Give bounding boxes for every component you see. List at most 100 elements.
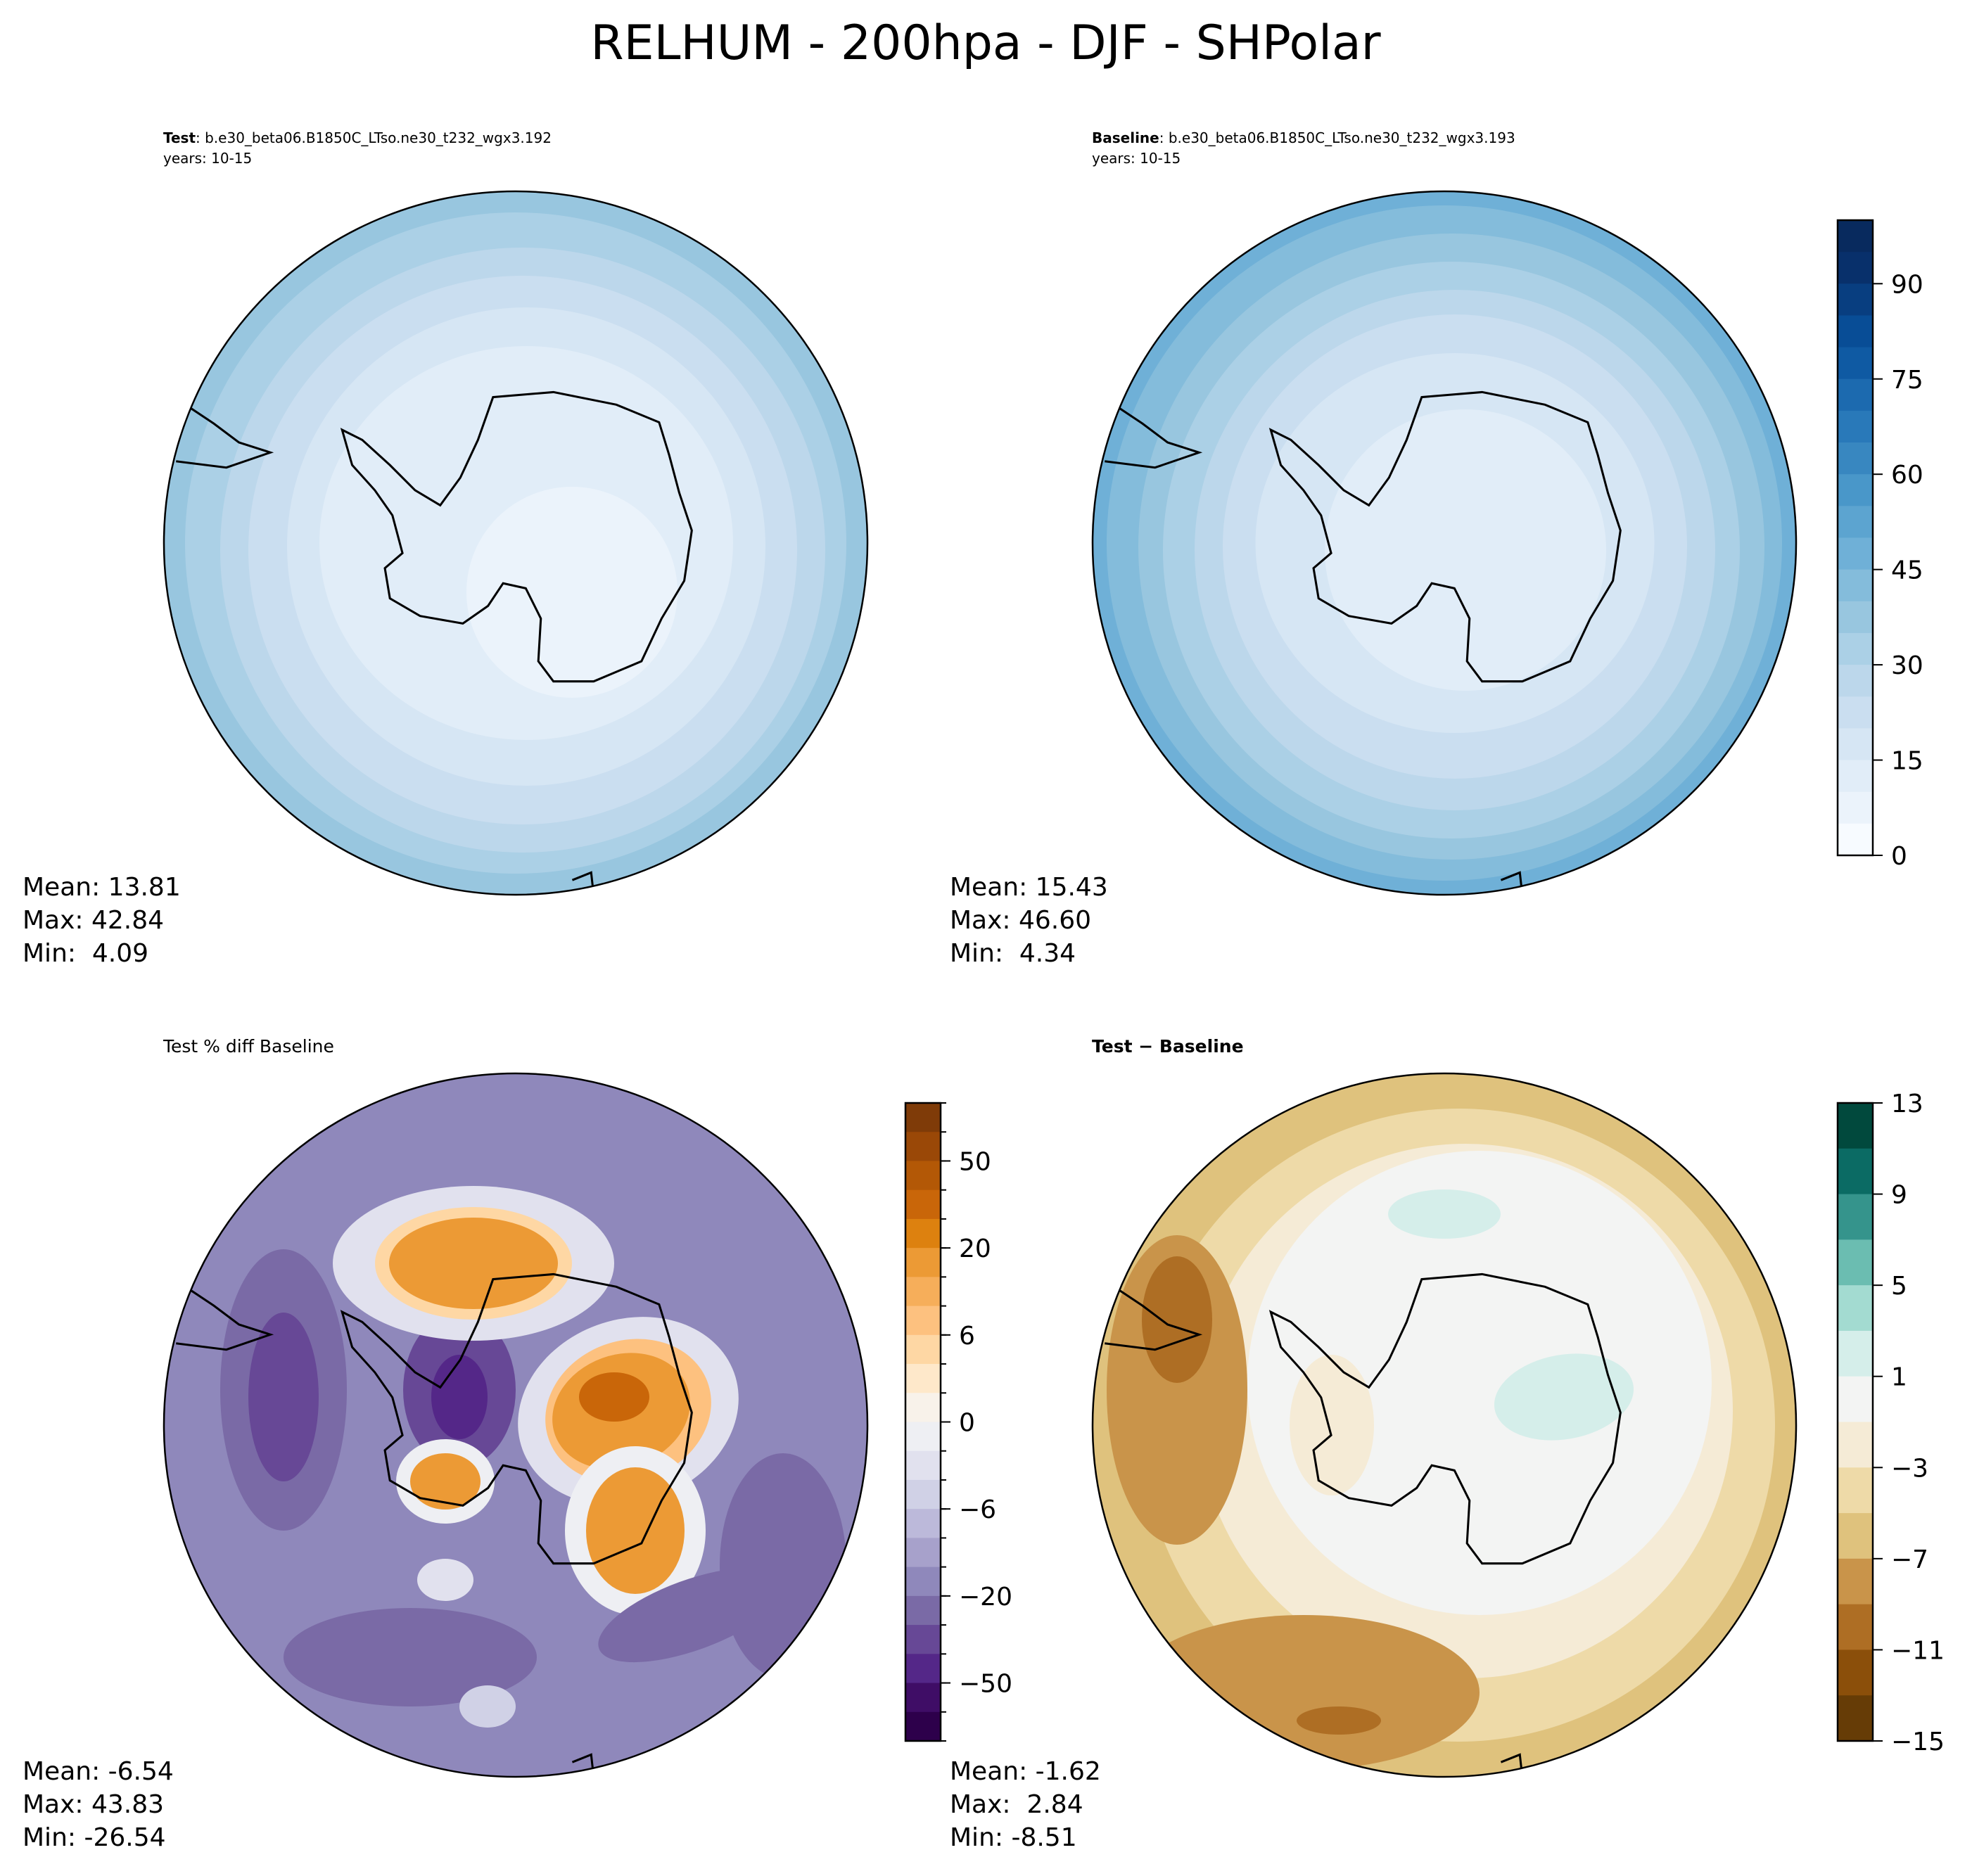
colorbar-bin [1838, 537, 1873, 570]
colorbar-bin [1838, 632, 1873, 665]
colorbar-bin [1838, 442, 1873, 475]
colorbar-bin [1838, 665, 1873, 697]
colorbar-pctdiff: 50 20 6 0 −6 −20 −50 [904, 1102, 1012, 1742]
contour-blob [248, 1313, 319, 1481]
colorbar-bin [1838, 791, 1873, 824]
colorbar-bin [905, 1189, 941, 1220]
colorbar-tick-label: 90 [1891, 270, 1923, 299]
colorbar-bin [1838, 760, 1873, 793]
contour-blob [417, 1559, 473, 1601]
baseline-years: years: 10-15 [1092, 150, 1181, 167]
colorbar-bin [905, 1654, 941, 1684]
colorbar-bin [1838, 283, 1873, 316]
colorbar-bin [905, 1248, 941, 1277]
colorbar-tick-label: 45 [1891, 556, 1923, 585]
map-panel-3 [1091, 1072, 1798, 1778]
contour-blob [1107, 1235, 1247, 1545]
colorbar-bin [905, 1450, 941, 1481]
colorbar-bin [905, 1306, 941, 1336]
colorbar-bin [1838, 1604, 1873, 1650]
colorbar-tick-label: 0 [959, 1409, 975, 1438]
pctdiff-label: Test % diff Baseline [163, 1036, 334, 1057]
diff-min: Min: -8.51 [950, 1823, 1077, 1852]
map-boundary [163, 1072, 869, 1778]
colorbar-tick-label: 20 [959, 1234, 991, 1263]
baseline-label: Baseline: b.e30_beta06.B1850C_LTso.ne30_… [1092, 129, 1515, 146]
colorbar-bin [1838, 1194, 1873, 1240]
colorbar-tick-label: 0 [1891, 842, 1907, 871]
test-max: Max: 42.84 [23, 906, 164, 935]
colorbar-relhum: 0 15 30 45 60 75 90 [1836, 219, 1923, 871]
colorbar-bin [905, 1509, 941, 1538]
colorbar-bin [905, 1595, 941, 1626]
colorbar-bin [905, 1683, 941, 1713]
colorbar-bin [905, 1566, 941, 1597]
test-label-case: : b.e30_beta06.B1850C_LTso.ne30_t232_wgx… [196, 129, 552, 146]
contour-level [1325, 409, 1606, 691]
colorbar-bin [1838, 1695, 1873, 1742]
contour-blob [389, 1218, 558, 1309]
baseline-min: Min: 4.34 [950, 939, 1076, 968]
colorbar-bin [905, 1334, 941, 1365]
map-panel-0 [163, 190, 869, 896]
colorbar-bin [905, 1711, 941, 1742]
colorbar-tick-label: −6 [959, 1495, 996, 1524]
contour-level [466, 487, 678, 698]
figure-title: RELHUM - 200hpa - DJF - SHPolar [590, 15, 1380, 71]
contour-blob [1247, 1151, 1712, 1615]
colorbar-tick-label: −20 [959, 1583, 1012, 1612]
colorbar-tick-label: −15 [1891, 1728, 1945, 1756]
test-years: years: 10-15 [163, 150, 252, 167]
colorbar-tick-label: 75 [1891, 366, 1923, 395]
colorbar-tick-label: 5 [1891, 1272, 1907, 1301]
colorbar-bin [905, 1161, 941, 1191]
colorbar-bin [1838, 1103, 1873, 1149]
colorbar-bin [1838, 569, 1873, 602]
diff-max: Max: 2.84 [950, 1790, 1083, 1819]
colorbar-bin [905, 1625, 941, 1654]
colorbar-tick-label: −7 [1891, 1545, 1928, 1574]
colorbar-bin [905, 1218, 941, 1249]
contour-blob [1297, 1706, 1381, 1735]
contour-blob [1290, 1355, 1374, 1495]
south-america-coastline [175, 397, 274, 469]
colorbar-bin [1838, 1422, 1873, 1468]
contour-blob [579, 1372, 649, 1422]
contour-field [1093, 191, 1796, 895]
colorbar-bin [905, 1364, 941, 1393]
colorbar-tick-label: 50 [959, 1147, 991, 1176]
colorbar-bin [1838, 823, 1873, 856]
colorbar-tick-label: 15 [1891, 747, 1923, 776]
contour-blob [459, 1685, 516, 1728]
colorbar-bin [1838, 506, 1873, 538]
contour-blob [284, 1608, 537, 1706]
pctdiff-mean: Mean: -6.54 [23, 1757, 174, 1786]
antarctica-coastline [1268, 1272, 1622, 1565]
map-boundary [1091, 1072, 1798, 1778]
colorbar-bin [1838, 410, 1873, 443]
pctdiff-min: Min: -26.54 [23, 1823, 166, 1852]
contour-blob [598, 1567, 785, 1663]
baseline-label-case: : b.e30_beta06.B1850C_LTso.ne30_t232_wgx… [1159, 129, 1515, 146]
colorbar-bin [905, 1393, 941, 1422]
contour-blob [1142, 1256, 1212, 1383]
south-america-coastline [175, 1280, 274, 1351]
colorbar-bin [1838, 1285, 1873, 1332]
diff-label: Test − Baseline [1092, 1036, 1244, 1057]
contour-blob [431, 1355, 488, 1439]
colorbar-tick-label: 13 [1891, 1090, 1923, 1118]
antarctica-coastline [340, 390, 693, 683]
colorbar-frame [1836, 1102, 1874, 1742]
contour-blob [1494, 1353, 1634, 1441]
colorbar-bin [905, 1277, 941, 1307]
colorbar-bin [905, 1132, 941, 1161]
colorbar-bin [1838, 315, 1873, 348]
south-america-coastline [1104, 1280, 1203, 1351]
colorbar-tick-label: 1 [1891, 1363, 1907, 1392]
contour-blob [410, 1453, 481, 1510]
colorbar-bin [1838, 1467, 1873, 1514]
map-boundary [1091, 190, 1798, 896]
antarctica-coastline [1268, 390, 1622, 683]
colorbar-tick-label: −3 [1891, 1454, 1928, 1483]
